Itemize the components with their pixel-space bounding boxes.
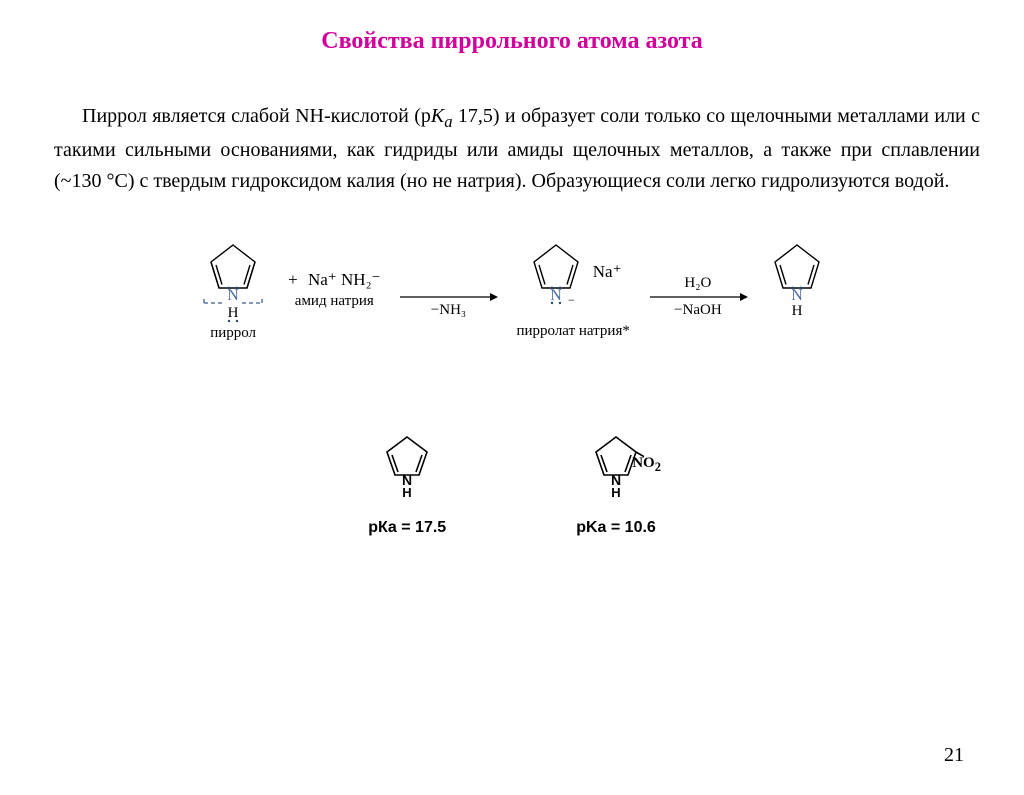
paragraph-text-1: Пиррол является слабой NH-кислотой (р	[82, 105, 431, 127]
svg-text:N: N	[550, 287, 562, 304]
svg-text:H: H	[402, 485, 411, 497]
pka-value-1: рКа = 17.5	[368, 519, 446, 537]
pKa-symbol: Ka	[431, 105, 453, 127]
plus-sign: +	[288, 270, 298, 289]
arrow-1-bottom: −NH₃	[431, 302, 466, 319]
arrow-2-bottom: −NaOH	[674, 302, 722, 319]
arrow-1: −NH₃	[398, 275, 498, 319]
reagent-sublabel: амид натрия	[288, 292, 380, 310]
reaction-scheme: N H пиррол + Na⁺ NH₂⁻ амид натрия −NH₃	[0, 237, 1024, 357]
svg-text:H: H	[228, 305, 239, 321]
nitro-substituent: NO2	[632, 455, 661, 475]
pyrrolate-label: пирролат натрия*	[516, 323, 629, 340]
pyrrole-small-icon: N H	[379, 431, 435, 497]
mol-pyrrole-product: N H	[766, 237, 828, 357]
pyrrole-dashed-icon: N H	[196, 237, 270, 323]
svg-text:−: −	[568, 293, 575, 307]
pyrrole-label: пиррол	[210, 325, 256, 342]
svg-text:N: N	[227, 287, 239, 304]
sodium-cation: Na⁺	[593, 262, 622, 282]
page-title: Свойства пиррольного атома азота	[0, 28, 1024, 55]
mol-pyrrolate: N − Na⁺ пирролат натрия*	[516, 237, 629, 357]
reagent-sodium-amide: + Na⁺ NH₂⁻ амид натрия	[288, 270, 380, 310]
body-paragraph: Пиррол является слабой NH-кислотой (рKa …	[54, 101, 980, 197]
arrow-2: H₂O −NaOH	[648, 275, 748, 319]
svg-text:N: N	[791, 287, 803, 304]
nitropyrrole-pka-item: N H NO2 pKa = 10.6	[576, 431, 656, 537]
page-number: 21	[944, 744, 964, 767]
pka-value-2: pKa = 10.6	[576, 519, 656, 537]
mol-pyrrole: N H пиррол	[196, 237, 270, 357]
reagent-formula: Na⁺ NH₂⁻	[308, 270, 381, 289]
svg-text:H: H	[611, 485, 620, 497]
pyrrole-icon: N H	[766, 237, 828, 317]
pyrrolate-icon: N −	[525, 237, 587, 307]
pka-comparison: N H рКа = 17.5 N H NO2 pKa = 10.6	[0, 431, 1024, 537]
svg-text:H: H	[791, 303, 802, 317]
pyrrole-pka-item: N H рКа = 17.5	[368, 431, 446, 537]
